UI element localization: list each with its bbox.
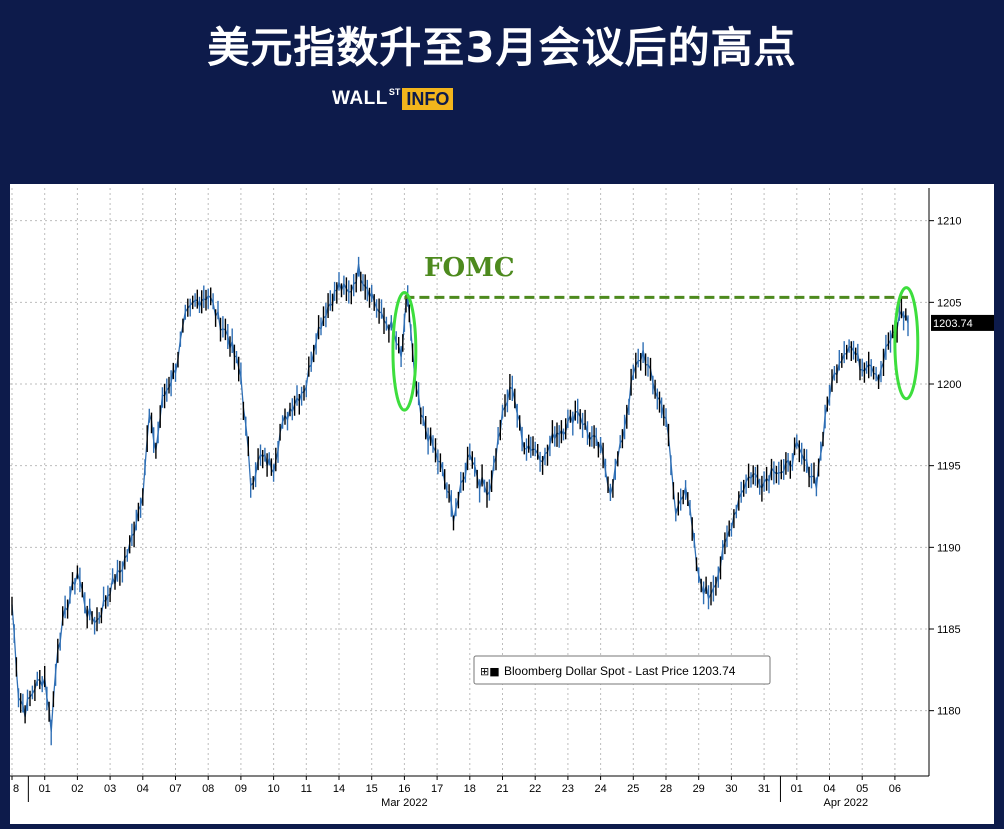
x-tick-label: 30 (725, 783, 737, 795)
x-tick-label: 01 (791, 783, 803, 795)
price-series-line (11, 264, 909, 733)
x-tick-label: 04 (823, 783, 835, 795)
month-label: Apr 2022 (824, 797, 869, 809)
legend-text: Bloomberg Dollar Spot - Last Price 1203.… (504, 664, 736, 678)
y-tick-label: 1205 (937, 297, 961, 309)
highlight-ellipse (391, 291, 418, 412)
x-tick-label: 06 (889, 783, 901, 795)
fomc-label: FOMC (424, 253, 515, 283)
brand-logo: WALL ST INFO (332, 87, 454, 110)
highlight-ellipse (893, 286, 920, 401)
x-tick-label: 10 (267, 783, 279, 795)
y-tick-label: 1210 (937, 216, 961, 228)
y-tick-label: 1185 (937, 624, 961, 636)
chart-panel: 1180 1185 1190 1195 1200 1205 1210 8 01 02 03 04 07 0… (10, 184, 994, 824)
x-tick-label: 08 (202, 783, 214, 795)
legend-marker: ⊞■ (480, 665, 500, 678)
x-tick-label: 29 (693, 783, 705, 795)
x-tick-label: 24 (594, 783, 606, 795)
x-tick-label: 04 (137, 783, 149, 795)
x-tick-label: 21 (496, 783, 508, 795)
y-tick-label: 1190 (937, 542, 961, 554)
x-tick-label: 01 (39, 783, 51, 795)
legend-box (473, 655, 771, 685)
x-tick-label: 18 (464, 783, 476, 795)
y-tick-label: 1180 (937, 706, 961, 718)
brand-wall: WALL (332, 88, 388, 109)
x-tick-label: 05 (856, 783, 868, 795)
x-tick-label: 16 (398, 783, 410, 795)
brand-info: INFO (402, 88, 454, 110)
price-chart: 1180 1185 1190 1195 1200 1205 1210 8 01 02 03 04 07 0… (10, 188, 994, 809)
x-tick-label: 02 (71, 783, 83, 795)
x-tick-label: 8 (13, 783, 19, 795)
month-label: Mar 2022 (381, 797, 427, 809)
x-tick-label: 07 (169, 783, 181, 795)
x-tick-label: 17 (431, 783, 443, 795)
x-tick-label: 28 (660, 783, 672, 795)
x-tick-label: 22 (529, 783, 541, 795)
x-tick-label: 25 (627, 783, 639, 795)
x-tick-label: 14 (333, 783, 345, 795)
y-tick-label: 1195 (937, 461, 961, 473)
brand-st: ST (388, 87, 401, 97)
x-tick-label: 23 (562, 783, 574, 795)
price-series-black-bars (11, 271, 907, 724)
x-tick-label: 03 (104, 783, 116, 795)
x-tick-label: 09 (235, 783, 247, 795)
x-tick-label: 15 (366, 783, 378, 795)
headline: 美元指数升至3月会议后的高点 (207, 23, 797, 72)
x-tick-label: 11 (301, 783, 312, 795)
y-tick-label: 1200 (937, 379, 961, 391)
last-price-label: 1203.74 (933, 318, 973, 330)
price-series-blue-bars (13, 256, 909, 746)
x-tick-label: 31 (758, 783, 770, 795)
last-price-box (931, 314, 994, 331)
